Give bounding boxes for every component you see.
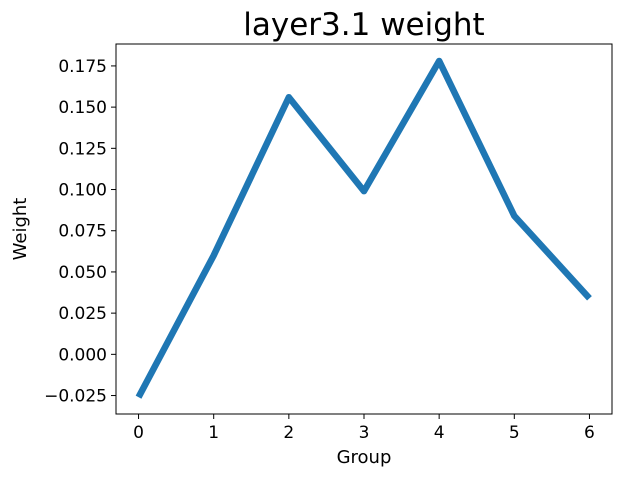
y-tick-label: 0.075 — [58, 222, 107, 242]
plot-frame — [115, 43, 613, 415]
series-layer — [135, 57, 592, 399]
y-axis-ticks: −0.025 0.000 0.025 0.050 0.075 0.100 0.125 0.15… — [44, 57, 116, 407]
y-tick-label: 0.125 — [58, 139, 107, 159]
y-tick-label: 0.175 — [58, 57, 107, 77]
y-tick-label: 0.100 — [58, 181, 107, 201]
chart-title: layer3.1 weight — [243, 7, 484, 43]
y-axis-label: Weight — [10, 198, 31, 261]
x-axis-label: Group — [337, 447, 392, 468]
x-tick-label: 1 — [208, 423, 219, 443]
y-tick-label: 0.150 — [58, 98, 107, 118]
x-tick-label: 6 — [584, 423, 595, 443]
y-tick-label: −0.025 — [44, 387, 107, 407]
y-tick-label: 0.025 — [58, 304, 107, 324]
x-tick-label: 0 — [133, 423, 144, 443]
x-tick-label: 4 — [434, 423, 445, 443]
y-tick-label: 0.000 — [58, 345, 107, 365]
x-tick-label: 5 — [509, 423, 520, 443]
y-tick-label: 0.050 — [58, 263, 107, 283]
x-axis-ticks: 0 1 2 3 4 5 6 — [133, 414, 595, 443]
x-tick-label: 2 — [283, 423, 294, 443]
x-tick-label: 3 — [359, 423, 370, 443]
